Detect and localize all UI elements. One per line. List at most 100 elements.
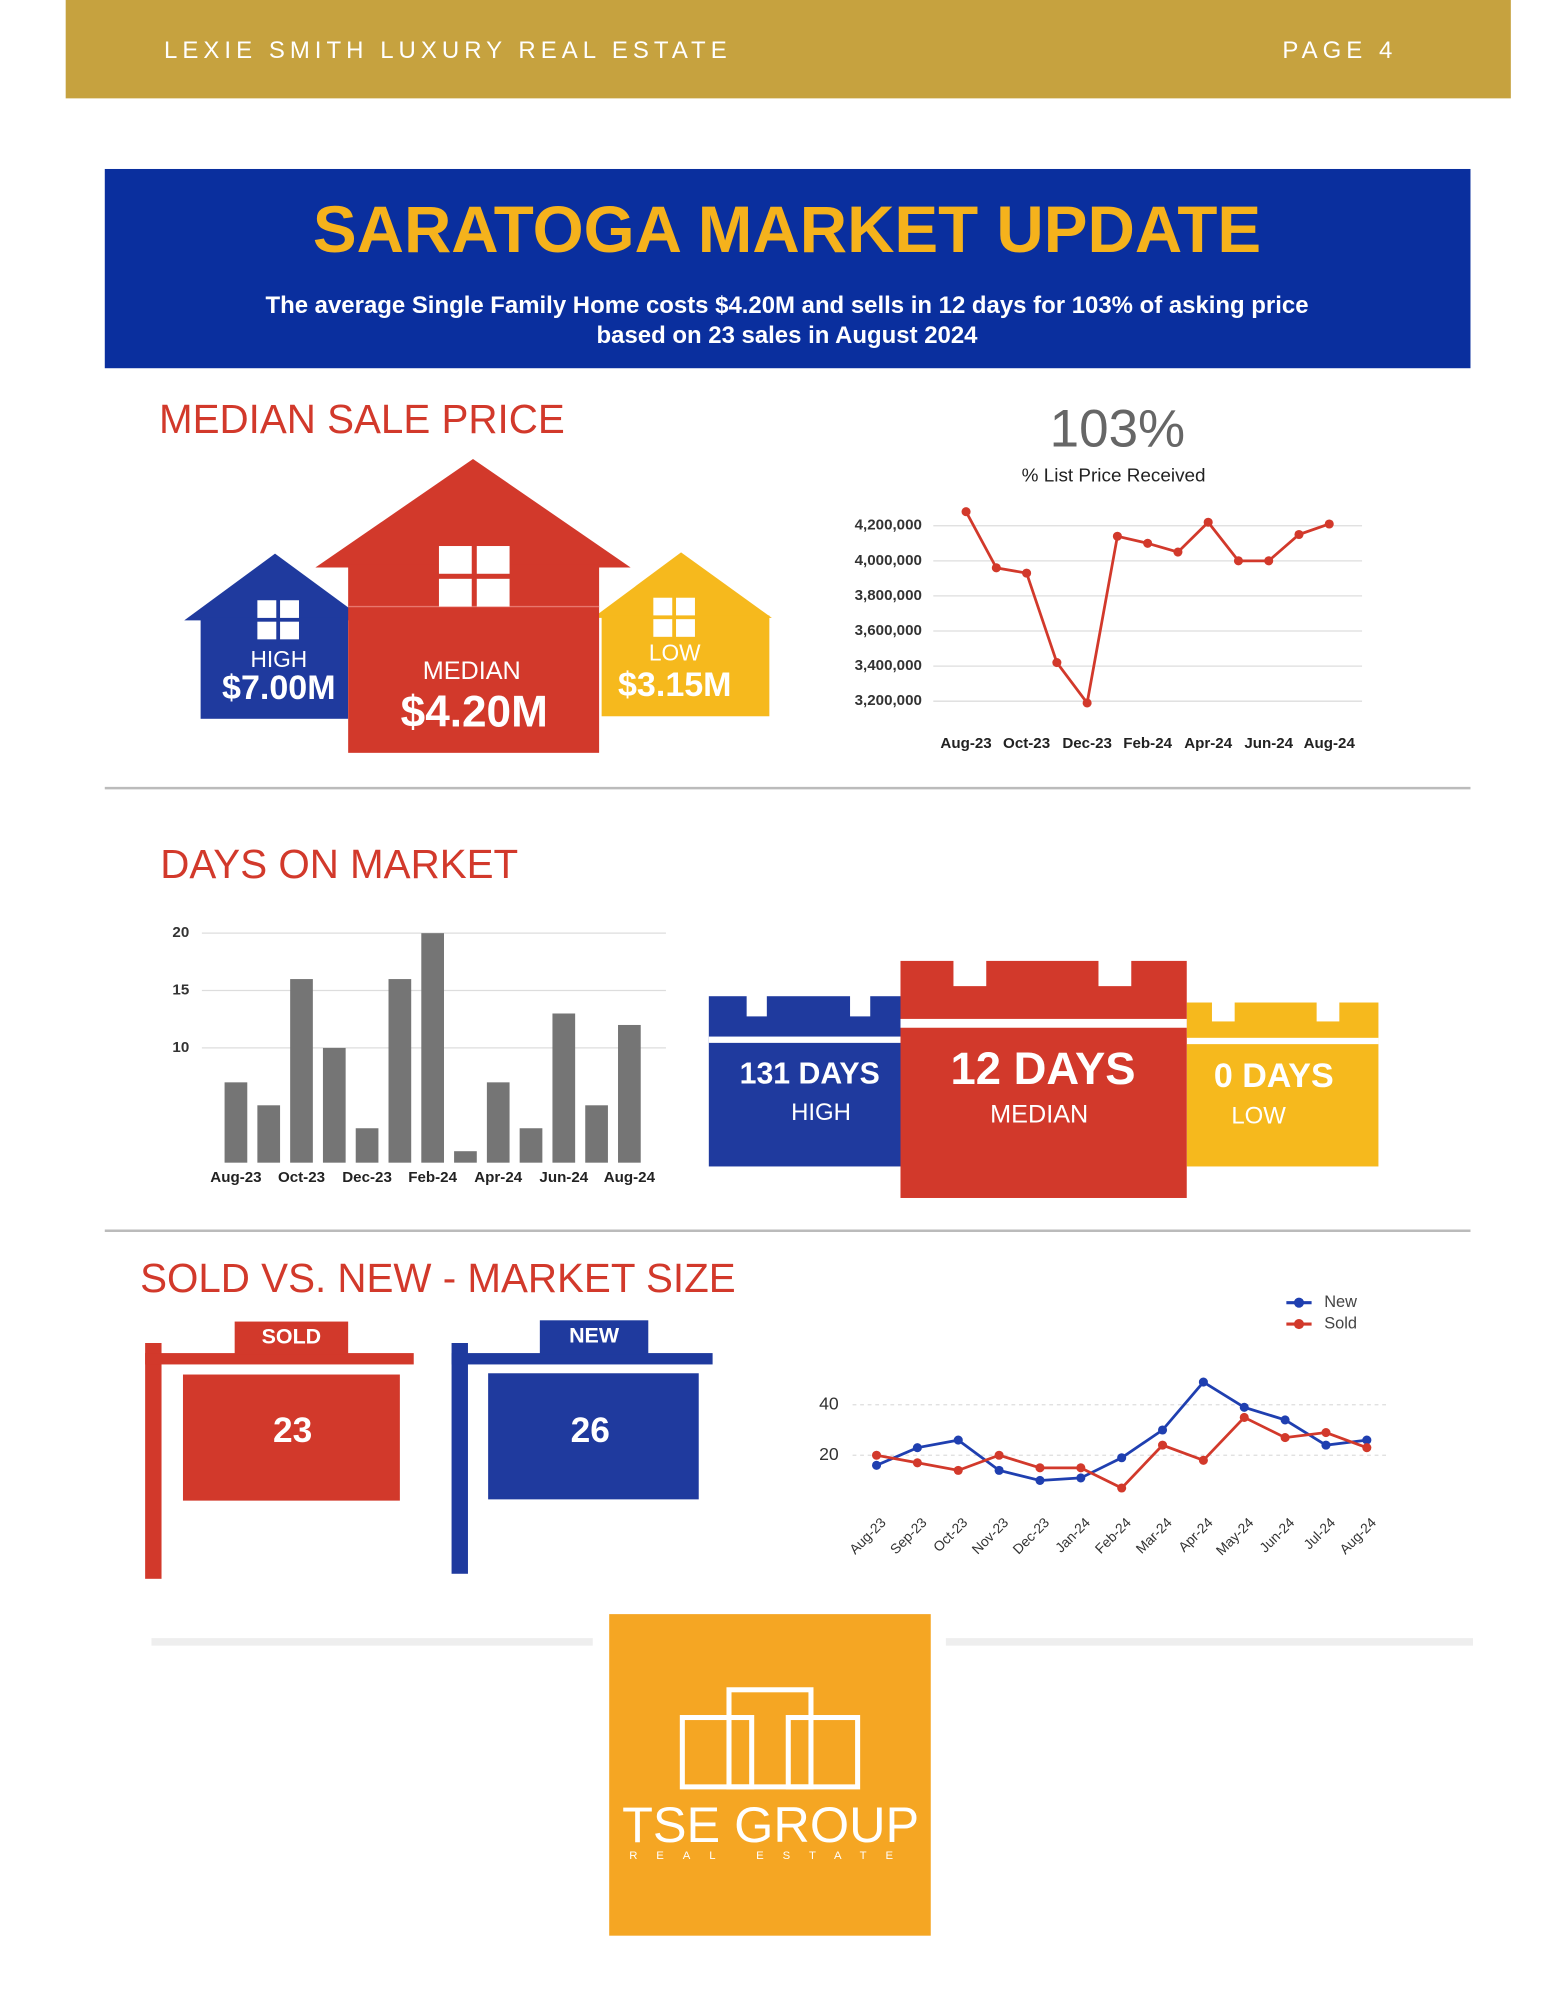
high-price: $7.00M — [222, 669, 336, 707]
logo-box — [609, 1614, 931, 1936]
point — [912, 1443, 922, 1453]
point — [1173, 547, 1183, 557]
legend-swatch — [1293, 1297, 1305, 1308]
banner-title: SARATOGA MARKET UPDATE — [313, 193, 1261, 266]
point — [1035, 1475, 1045, 1485]
point — [1076, 1473, 1086, 1483]
legend-swatch — [1293, 1319, 1305, 1330]
y-tick-label: 3,200,000 — [855, 692, 922, 709]
point — [871, 1460, 882, 1470]
house-median — [315, 459, 631, 753]
days-low: 0 DAYS — [1214, 1057, 1334, 1095]
days-median: 12 DAYS — [950, 1043, 1135, 1094]
y-tick-label: 3,800,000 — [855, 587, 922, 604]
days-high: 131 DAYS — [740, 1058, 880, 1091]
bar — [388, 979, 412, 1163]
point — [912, 1458, 922, 1468]
x-tick-label: Apr-24 — [474, 1169, 522, 1186]
y-tick-label: 20 — [819, 1444, 839, 1464]
point — [961, 507, 971, 517]
point — [1280, 1433, 1290, 1443]
x-tick-label: Apr-24 — [1175, 1514, 1216, 1555]
house-low — [592, 552, 772, 717]
legend-label: New — [1324, 1293, 1357, 1311]
y-tick-label: 10 — [172, 1039, 189, 1056]
x-tick-label: Jun-24 — [1244, 735, 1293, 752]
low-label: LOW — [649, 639, 701, 665]
x-tick-label: Dec-23 — [1009, 1514, 1052, 1557]
point — [994, 1465, 1004, 1475]
point — [1239, 1412, 1249, 1422]
section-heading: MEDIAN SALE PRICE — [159, 396, 565, 442]
point — [1362, 1435, 1372, 1445]
logo-icon — [679, 1687, 861, 1790]
point — [1203, 517, 1213, 527]
x-tick-label: Jan-24 — [1052, 1514, 1093, 1555]
x-tick-label: Aug-23 — [210, 1169, 261, 1186]
section-heading: SOLD VS. NEW - MARKET SIZE — [140, 1255, 736, 1301]
x-tick-label: Dec-23 — [342, 1169, 392, 1186]
point — [1321, 1427, 1331, 1438]
median-price: $4.20M — [401, 688, 548, 737]
point — [1117, 1453, 1127, 1463]
y-tick-label: 3,600,000 — [855, 622, 922, 639]
series-line — [876, 1415, 1368, 1490]
y-tick-label: 3,400,000 — [855, 657, 922, 674]
point — [1082, 698, 1092, 708]
bar — [585, 1105, 608, 1163]
house-high — [184, 553, 366, 719]
x-tick-label: Jul-24 — [1300, 1514, 1338, 1552]
y-tick-label: 20 — [172, 924, 189, 941]
point — [1321, 1440, 1331, 1450]
bar — [322, 1047, 346, 1163]
section-heading: DAYS ON MARKET — [160, 841, 518, 887]
page-number: PAGE 4 — [1282, 37, 1397, 64]
days-low-label: LOW — [1231, 1103, 1286, 1130]
logo-name: TSE GROUP — [622, 1796, 919, 1853]
x-tick-label: Aug-24 — [1336, 1514, 1379, 1557]
sign-sold — [145, 1321, 414, 1579]
y-tick-label: 15 — [172, 982, 189, 999]
point — [1198, 1377, 1208, 1387]
bar — [224, 1082, 248, 1163]
x-tick-label: Feb-24 — [1092, 1514, 1135, 1557]
y-tick-label: 40 — [819, 1393, 839, 1413]
days-median-label: MEDIAN — [990, 1101, 1088, 1129]
new-label: NEW — [569, 1323, 620, 1347]
point — [1052, 658, 1062, 668]
point — [994, 1450, 1004, 1460]
point — [1112, 531, 1122, 541]
banner-subtitle: The average Single Family Home costs $4.… — [265, 292, 1308, 319]
x-tick-label: Jun-24 — [1256, 1514, 1297, 1555]
calendar-low — [1186, 993, 1379, 1167]
x-tick-label: Aug-23 — [940, 735, 991, 752]
point — [1157, 1440, 1168, 1450]
point — [1143, 538, 1153, 548]
point — [1362, 1443, 1372, 1453]
x-tick-label: Nov-23 — [968, 1514, 1011, 1557]
bar — [355, 1128, 379, 1163]
point — [1239, 1402, 1249, 1412]
x-tick-label: Oct-23 — [278, 1169, 325, 1186]
point — [991, 563, 1001, 573]
point — [1233, 556, 1243, 566]
bar — [421, 933, 445, 1163]
point — [1198, 1455, 1208, 1465]
chart-subtitle: % List Price Received — [1022, 466, 1206, 487]
point — [1035, 1463, 1045, 1473]
bar — [618, 1024, 641, 1163]
calendar-high — [708, 991, 902, 1167]
y-tick-label: 4,200,000 — [855, 517, 922, 534]
banner-subtitle: based on 23 sales in August 2024 — [597, 322, 979, 349]
sign-new — [451, 1320, 713, 1574]
point — [1117, 1483, 1127, 1493]
banner — [104, 168, 1471, 369]
x-tick-label: Sep-23 — [887, 1514, 930, 1557]
low-price: $3.15M — [618, 666, 732, 704]
x-tick-label: Dec-23 — [1062, 735, 1112, 752]
logo-tagline: REAL ESTATE — [629, 1850, 912, 1862]
point — [1264, 556, 1274, 566]
point — [871, 1450, 882, 1460]
